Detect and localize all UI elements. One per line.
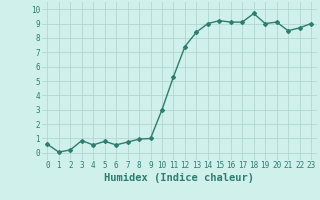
X-axis label: Humidex (Indice chaleur): Humidex (Indice chaleur) — [104, 173, 254, 183]
